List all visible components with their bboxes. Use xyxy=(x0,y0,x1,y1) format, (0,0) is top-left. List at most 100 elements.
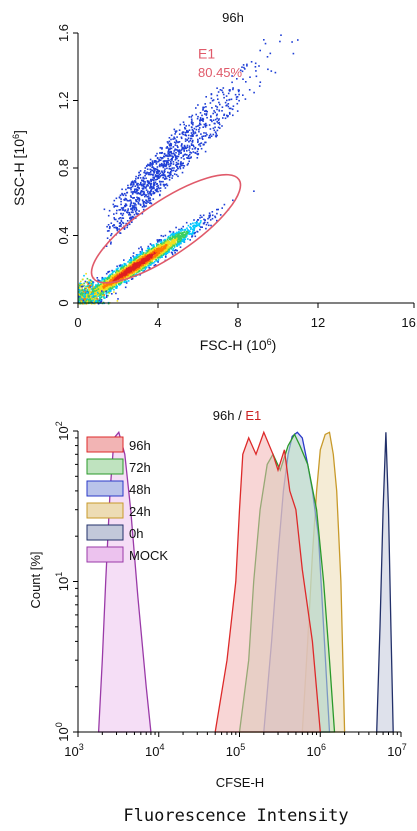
event-point xyxy=(209,215,211,217)
event-point xyxy=(216,129,219,132)
gate-e1-ellipse[interactable] xyxy=(78,157,254,300)
event-point xyxy=(131,218,133,220)
event-point xyxy=(116,227,118,229)
event-point xyxy=(188,145,191,147)
event-point xyxy=(104,283,106,285)
event-point xyxy=(203,143,205,146)
event-point xyxy=(200,220,202,222)
event-point xyxy=(133,256,136,258)
event-point xyxy=(126,271,129,273)
event-point xyxy=(208,135,211,137)
event-point xyxy=(169,168,172,170)
event-point xyxy=(121,264,124,266)
event-point xyxy=(143,171,145,174)
event-point xyxy=(163,183,165,186)
event-point xyxy=(106,277,108,280)
event-point xyxy=(105,296,108,298)
event-point xyxy=(145,249,148,252)
event-point xyxy=(147,245,150,248)
event-point xyxy=(153,191,156,194)
event-point xyxy=(185,236,187,239)
event-point xyxy=(151,186,153,188)
event-point xyxy=(170,152,172,154)
event-point xyxy=(212,112,214,115)
event-point xyxy=(167,162,169,164)
event-point xyxy=(174,155,177,157)
event-point xyxy=(102,285,105,287)
event-point xyxy=(96,290,98,293)
event-point xyxy=(151,164,153,166)
event-point xyxy=(148,259,151,262)
event-point xyxy=(94,296,97,299)
event-point xyxy=(111,273,114,275)
event-point xyxy=(179,150,182,152)
event-point xyxy=(113,199,116,202)
event-point xyxy=(200,133,202,135)
event-point xyxy=(174,232,177,235)
event-point xyxy=(150,260,153,263)
event-point xyxy=(116,276,118,278)
event-point xyxy=(187,229,189,231)
event-point xyxy=(191,148,194,150)
event-point xyxy=(165,252,167,255)
event-point xyxy=(150,248,153,250)
event-point xyxy=(91,296,94,298)
event-point xyxy=(182,121,185,123)
event-point xyxy=(146,251,149,253)
event-point xyxy=(103,280,106,283)
event-point xyxy=(115,277,118,280)
event-point xyxy=(84,294,87,296)
event-point xyxy=(105,245,108,247)
event-point xyxy=(120,223,122,226)
event-point xyxy=(150,259,153,262)
event-point xyxy=(213,122,216,125)
event-point xyxy=(246,65,248,67)
event-point xyxy=(177,241,180,243)
event-point xyxy=(126,268,129,270)
event-point xyxy=(131,221,133,223)
event-point xyxy=(101,279,104,281)
event-point xyxy=(111,293,113,295)
event-point xyxy=(183,145,186,148)
event-point xyxy=(198,124,200,127)
event-point xyxy=(199,119,201,121)
event-point xyxy=(224,117,227,120)
event-point xyxy=(85,288,87,291)
scatter-y-tick-label: 0.8 xyxy=(56,159,71,177)
event-point xyxy=(125,194,127,197)
event-point xyxy=(78,291,81,294)
event-point xyxy=(87,299,90,302)
event-point xyxy=(148,181,151,184)
event-point xyxy=(173,136,175,139)
event-point xyxy=(83,285,85,287)
event-point xyxy=(162,180,164,183)
event-point xyxy=(177,237,180,239)
event-point xyxy=(171,175,174,177)
event-point xyxy=(90,298,92,300)
event-point xyxy=(123,259,125,261)
event-point xyxy=(132,272,135,274)
event-point xyxy=(84,280,87,283)
event-point xyxy=(80,299,83,301)
event-point xyxy=(191,135,193,137)
event-point xyxy=(83,292,85,295)
event-point xyxy=(96,298,99,300)
event-point xyxy=(128,275,130,278)
event-point xyxy=(179,236,182,238)
event-point xyxy=(134,189,136,192)
event-point xyxy=(227,105,230,108)
event-point xyxy=(177,175,179,178)
event-point xyxy=(221,125,223,127)
event-point xyxy=(144,264,147,267)
event-point xyxy=(165,161,168,164)
event-point xyxy=(255,70,257,72)
event-point xyxy=(152,198,155,200)
gate-e1-label: E1 xyxy=(198,45,215,61)
scatter-y-tick-label: 1.6 xyxy=(56,24,71,42)
event-point xyxy=(146,171,148,174)
event-point xyxy=(208,124,211,126)
event-point xyxy=(221,89,223,92)
event-point xyxy=(180,137,183,140)
event-point xyxy=(105,272,108,275)
event-point xyxy=(158,255,161,258)
